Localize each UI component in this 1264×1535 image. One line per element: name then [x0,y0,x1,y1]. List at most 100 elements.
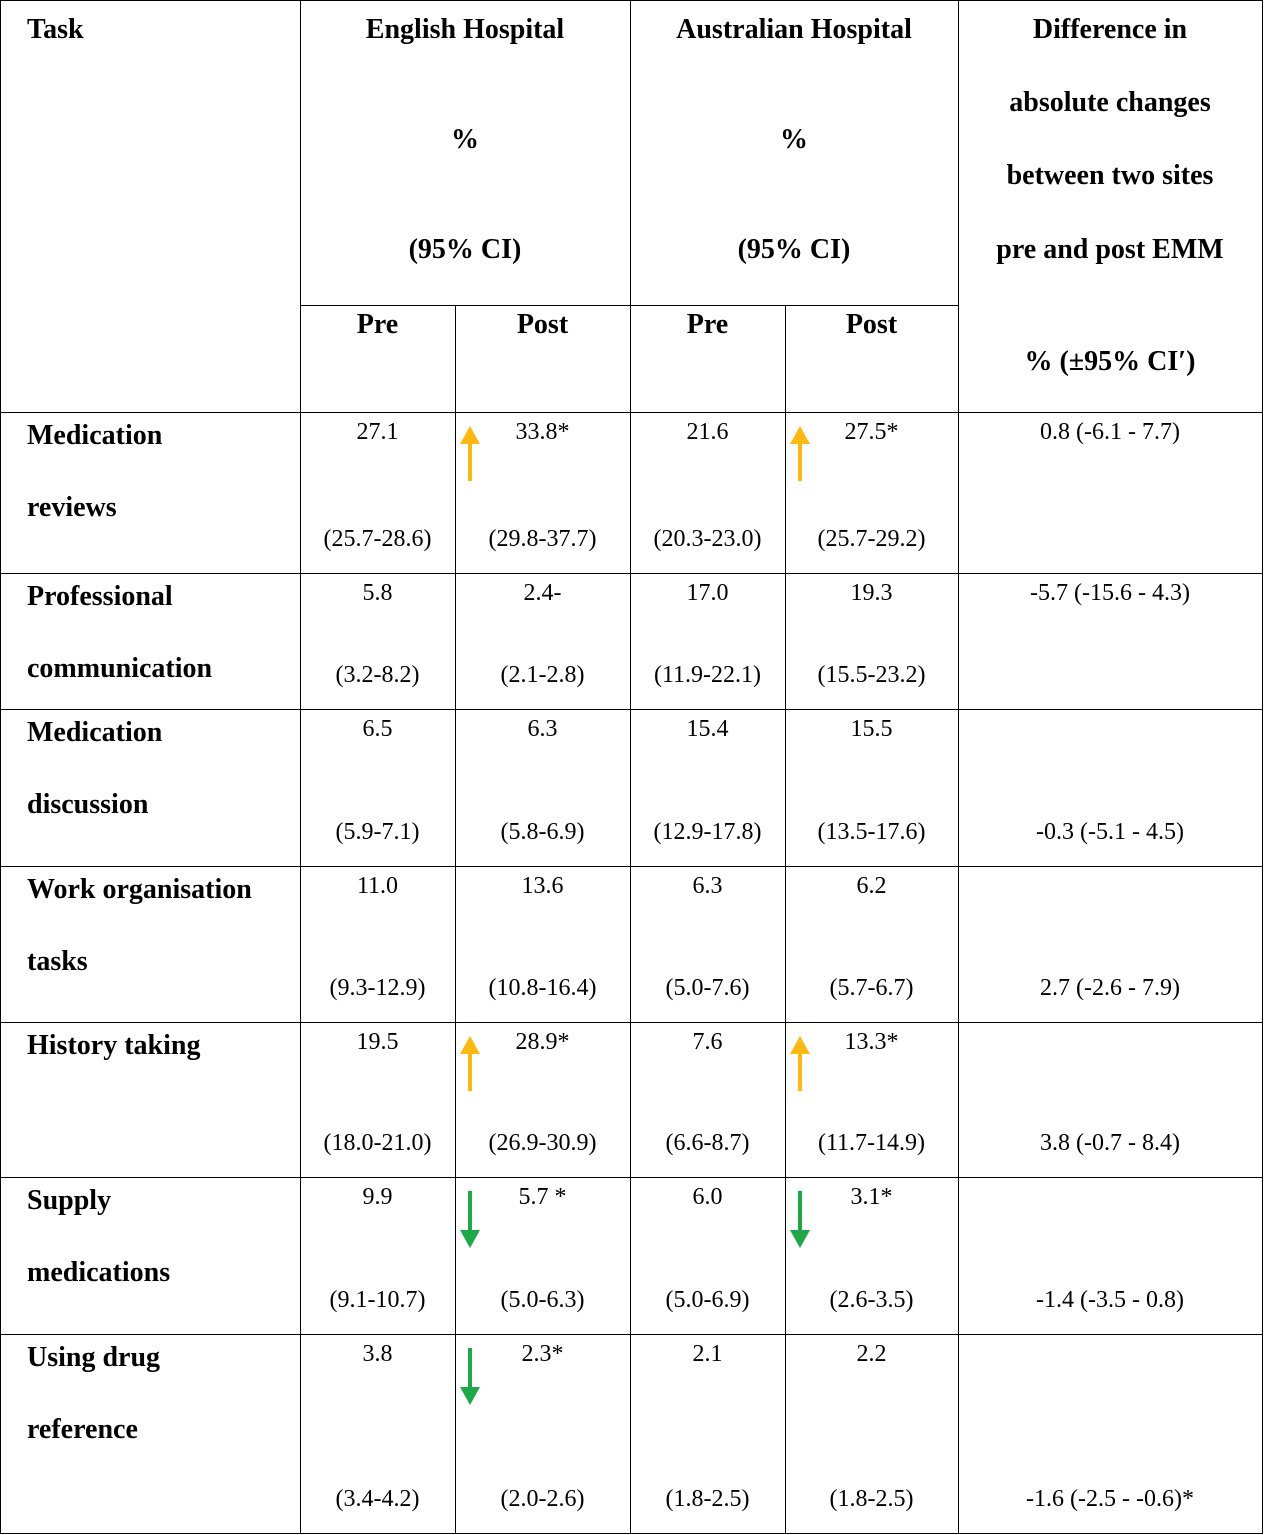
ci-aus-pre: (12.9-17.8) [653,819,762,845]
value-aus-post: 15.5 [850,716,893,742]
ci-eng-post: (2.1-2.8) [500,662,585,688]
value-difference: -5.7 (-15.6 - 4.3) [1030,580,1190,606]
ci-aus-post: (5.7-6.7) [829,975,914,1001]
ci-aus-pre: (1.8-2.5) [665,1486,750,1512]
ci-aus-post: (13.5-17.6) [817,819,926,845]
value-eng-pre: 9.9 [362,1184,393,1210]
value-difference: -1.6 (-2.5 - -0.6)* [1026,1486,1194,1512]
value-difference: 0.8 (-6.1 - 7.7) [1040,419,1180,445]
row-task-label: Medication [27,717,163,748]
ci-eng-post: (5.0-6.3) [500,1287,585,1313]
ci-aus-post: (15.5-23.2) [817,662,926,688]
ci-aus-post: (1.8-2.5) [829,1486,914,1512]
row-task-label: History taking [27,1030,201,1061]
row-task-label: medications [27,1257,171,1288]
value-difference: -1.4 (-3.5 - 0.8) [1036,1287,1184,1313]
ci-eng-pre: (9.3-12.9) [329,975,426,1001]
arrow-up-shaft [798,1053,802,1091]
value-eng-pre: 6.5 [362,716,393,742]
ci-aus-pre: (6.6-8.7) [665,1130,750,1156]
rule-row-5 [0,1177,1263,1178]
ci-eng-pre: (18.0-21.0) [323,1130,432,1156]
header-australian-hospital: % [780,124,808,155]
header-australian-hospital: (95% CI) [737,234,851,265]
value-eng-post: 28.9* [515,1029,570,1055]
rule-left [0,0,1,1534]
value-eng-pre: 27.1 [356,419,399,445]
arrow-down-shaft [468,1191,472,1231]
rule-row-4 [0,1022,1263,1023]
value-eng-post: 13.6 [521,873,564,899]
value-aus-pre: 6.0 [692,1184,723,1210]
rule-col-5 [958,0,959,1534]
rule-col-2 [455,305,456,1534]
header-difference: % (±95% CI′) [1024,346,1196,377]
rule-top [0,0,1263,1]
ci-aus-post: (2.6-3.5) [829,1287,914,1313]
row-task-label: Supply [27,1185,112,1216]
row-task-label: discussion [27,789,149,820]
header-difference: between two sites [1006,160,1214,191]
ci-eng-pre: (3.4-4.2) [335,1486,420,1512]
value-difference: 3.8 (-0.7 - 8.4) [1040,1130,1180,1156]
rule-right [1262,0,1263,1534]
row-task-label: reviews [27,492,117,523]
ci-aus-pre: (5.0-7.6) [665,975,750,1001]
header-pre: Pre [356,309,399,340]
value-difference: -0.3 (-5.1 - 4.5) [1036,819,1184,845]
arrow-up-shaft [798,443,802,481]
value-difference: 2.7 (-2.6 - 7.9) [1040,975,1180,1001]
rule-subheader [300,305,959,306]
arrow-up-icon [460,1036,480,1054]
rule-row-2 [0,709,1263,710]
value-aus-post: 2.2 [856,1341,887,1367]
arrow-down-shaft [798,1191,802,1231]
header-english-hospital: % [451,124,479,155]
ci-aus-pre: (20.3-23.0) [653,526,762,552]
header-post: Post [845,309,898,340]
value-aus-pre: 21.6 [686,419,729,445]
ci-eng-pre: (25.7-28.6) [323,526,432,552]
value-eng-pre: 11.0 [356,873,399,899]
ci-eng-post: (10.8-16.4) [488,975,597,1001]
arrow-up-icon [790,1036,810,1054]
arrow-down-icon [790,1230,810,1248]
ci-eng-pre: (9.1-10.7) [329,1287,426,1313]
arrow-up-shaft [468,443,472,481]
rule-col-3 [630,0,631,1534]
arrow-down-icon [460,1230,480,1248]
value-aus-pre: 17.0 [686,580,729,606]
value-aus-post: 19.3 [850,580,893,606]
value-eng-post: 2.3* [521,1341,564,1367]
ci-eng-post: (26.9-30.9) [488,1130,597,1156]
ci-eng-post: (5.8-6.9) [500,819,585,845]
value-aus-post: 13.3* [844,1029,899,1055]
rule-row-3 [0,866,1263,867]
header-difference: pre and post EMM [996,234,1224,265]
arrow-up-icon [460,426,480,444]
arrow-down-icon [460,1387,480,1405]
row-task-label: Using drug [27,1342,161,1373]
header-english-hospital: English Hospital [365,14,565,45]
value-aus-post: 3.1* [850,1184,893,1210]
value-eng-pre: 3.8 [362,1341,393,1367]
rule-row-1 [0,573,1263,574]
value-eng-post: 5.7 * [518,1184,567,1210]
ci-eng-post: (2.0-2.6) [500,1486,585,1512]
row-task-label: Work organisation [27,874,252,905]
value-aus-pre: 6.3 [692,873,723,899]
ci-aus-pre: (11.9-22.1) [653,662,762,688]
value-aus-post: 6.2 [856,873,887,899]
row-task-label: communication [27,653,213,684]
row-task-label: Medication [27,420,163,451]
row-task-label: Professional [27,581,173,612]
value-aus-pre: 7.6 [692,1029,723,1055]
rule-row-6 [0,1334,1263,1335]
value-aus-post: 27.5* [844,419,899,445]
row-task-label: tasks [27,946,88,977]
header-difference: Difference in [1032,14,1188,45]
arrow-up-shaft [468,1053,472,1091]
header-post: Post [516,309,569,340]
header-difference: absolute changes [1009,87,1211,118]
